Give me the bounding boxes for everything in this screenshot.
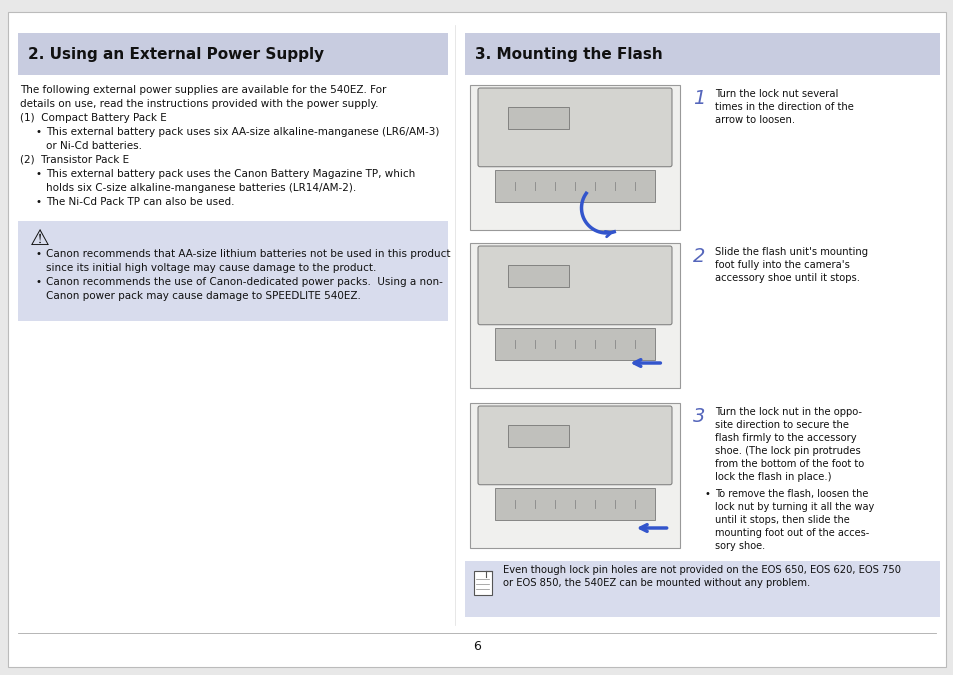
Text: To remove the flash, loosen the: To remove the flash, loosen the (714, 489, 867, 499)
Text: Slide the flash unit's mounting: Slide the flash unit's mounting (714, 247, 867, 257)
Text: •: • (704, 489, 710, 499)
Text: 3. Mounting the Flash: 3. Mounting the Flash (475, 47, 662, 61)
Text: from the bottom of the foot to: from the bottom of the foot to (714, 459, 863, 469)
Text: (2)  Transistor Pack E: (2) Transistor Pack E (20, 155, 129, 165)
Text: The Ni-Cd Pack TP can also be used.: The Ni-Cd Pack TP can also be used. (46, 197, 234, 207)
Text: The following external power supplies are available for the 540EZ. For: The following external power supplies ar… (20, 85, 386, 95)
Text: •: • (36, 197, 42, 207)
FancyBboxPatch shape (470, 243, 679, 388)
Text: arrow to loosen.: arrow to loosen. (714, 115, 794, 125)
Text: or Ni-Cd batteries.: or Ni-Cd batteries. (46, 141, 142, 151)
Text: Turn the lock nut in the oppo-: Turn the lock nut in the oppo- (714, 407, 862, 417)
FancyBboxPatch shape (495, 488, 654, 520)
Text: times in the direction of the: times in the direction of the (714, 102, 853, 112)
Text: lock nut by turning it all the way: lock nut by turning it all the way (714, 502, 873, 512)
FancyBboxPatch shape (495, 328, 654, 360)
Text: •: • (36, 249, 42, 259)
Text: sory shoe.: sory shoe. (714, 541, 764, 551)
FancyBboxPatch shape (470, 403, 679, 548)
Text: flash firmly to the accessory: flash firmly to the accessory (714, 433, 856, 443)
Text: Canon power pack may cause damage to SPEEDLITE 540EZ.: Canon power pack may cause damage to SPE… (46, 291, 360, 301)
Text: This external battery pack uses the Canon Battery Magazine TP, which: This external battery pack uses the Cano… (46, 169, 415, 179)
Text: 2: 2 (692, 247, 704, 266)
Text: 2. Using an External Power Supply: 2. Using an External Power Supply (28, 47, 324, 61)
Text: site direction to secure the: site direction to secure the (714, 420, 848, 430)
Text: or EOS 850, the 540EZ can be mounted without any problem.: or EOS 850, the 540EZ can be mounted wit… (502, 578, 809, 588)
Text: lock the flash in place.): lock the flash in place.) (714, 472, 831, 482)
FancyBboxPatch shape (8, 12, 945, 667)
Text: holds six C-size alkaline-manganese batteries (LR14/AM-2).: holds six C-size alkaline-manganese batt… (46, 183, 355, 193)
Text: ⚠: ⚠ (30, 229, 50, 249)
FancyBboxPatch shape (470, 85, 679, 230)
Text: 6: 6 (473, 641, 480, 653)
Text: •: • (36, 169, 42, 179)
FancyBboxPatch shape (508, 425, 569, 447)
FancyBboxPatch shape (477, 88, 671, 167)
Text: until it stops, then slide the: until it stops, then slide the (714, 515, 849, 525)
Text: 1: 1 (692, 89, 704, 108)
FancyBboxPatch shape (477, 246, 671, 325)
FancyBboxPatch shape (477, 406, 671, 485)
Text: •: • (36, 127, 42, 137)
Text: •: • (36, 277, 42, 287)
Text: Canon recommends the use of Canon-dedicated power packs.  Using a non-: Canon recommends the use of Canon-dedica… (46, 277, 442, 287)
Text: foot fully into the camera's: foot fully into the camera's (714, 260, 849, 270)
FancyBboxPatch shape (18, 33, 448, 75)
FancyBboxPatch shape (508, 265, 569, 287)
Text: since its initial high voltage may cause damage to the product.: since its initial high voltage may cause… (46, 263, 376, 273)
Text: Even though lock pin holes are not provided on the EOS 650, EOS 620, EOS 750: Even though lock pin holes are not provi… (502, 565, 900, 575)
Text: shoe. (The lock pin protrudes: shoe. (The lock pin protrudes (714, 446, 860, 456)
FancyBboxPatch shape (474, 571, 492, 595)
FancyBboxPatch shape (464, 33, 939, 75)
FancyBboxPatch shape (464, 561, 939, 617)
Text: details on use, read the instructions provided with the power supply.: details on use, read the instructions pr… (20, 99, 378, 109)
FancyBboxPatch shape (18, 221, 448, 321)
Text: mounting foot out of the acces-: mounting foot out of the acces- (714, 528, 868, 538)
Text: Canon recommends that AA-size lithium batteries not be used in this product: Canon recommends that AA-size lithium ba… (46, 249, 450, 259)
Text: accessory shoe until it stops.: accessory shoe until it stops. (714, 273, 859, 283)
Text: This external battery pack uses six AA-size alkaline-manganese (LR6/AM-3): This external battery pack uses six AA-s… (46, 127, 439, 137)
Text: 3: 3 (692, 407, 704, 426)
Text: (1)  Compact Battery Pack E: (1) Compact Battery Pack E (20, 113, 167, 123)
Text: Turn the lock nut several: Turn the lock nut several (714, 89, 838, 99)
FancyBboxPatch shape (495, 169, 654, 202)
FancyBboxPatch shape (508, 107, 569, 129)
